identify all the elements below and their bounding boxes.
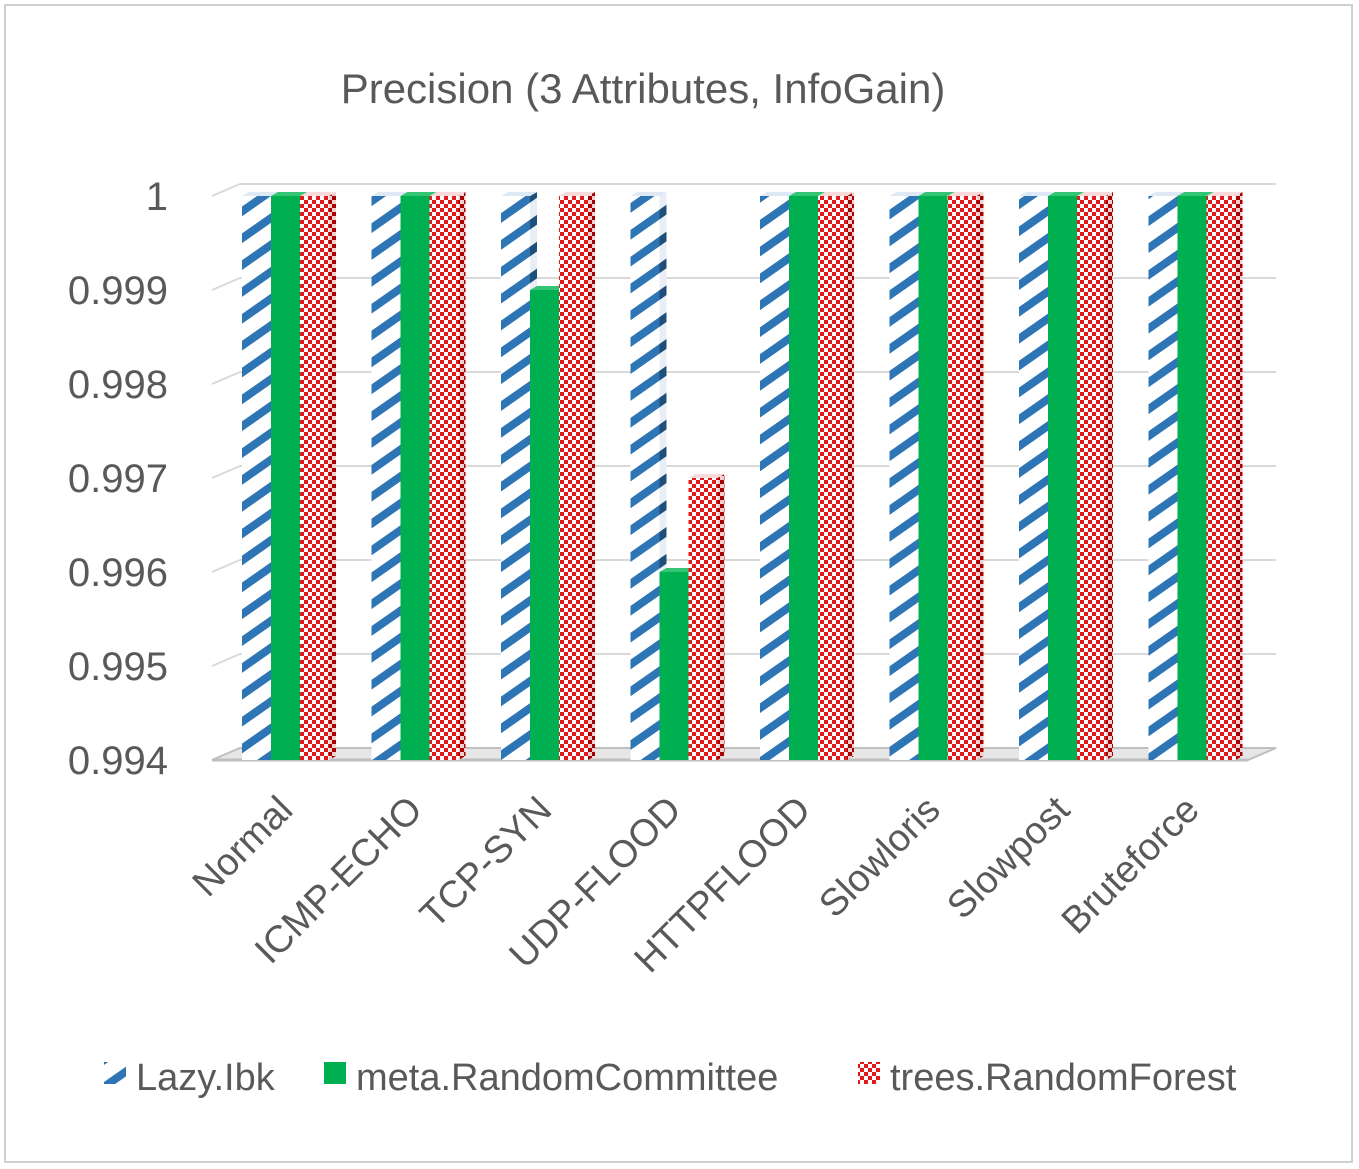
- bar-top: [889, 192, 926, 196]
- bar-top: [630, 192, 667, 196]
- legend-swatch: [104, 1062, 126, 1084]
- bar-side: [1106, 192, 1113, 760]
- bar-front: [918, 196, 948, 760]
- bar-top: [559, 192, 595, 196]
- bar-top: [1019, 192, 1055, 196]
- bar-front: [688, 478, 718, 760]
- legend-item: Lazy.Ibk: [104, 1057, 276, 1099]
- bar-front: [630, 196, 660, 760]
- chart-title: Precision (3 Attributes, InfoGain): [341, 65, 946, 112]
- bar-front: [1177, 196, 1207, 760]
- bar-front: [760, 196, 789, 760]
- bar: [630, 192, 667, 760]
- gridline-depth: [211, 559, 241, 573]
- y-tick-label: 0.997: [68, 457, 168, 501]
- bar-top: [429, 192, 466, 196]
- bar-top: [818, 192, 854, 196]
- bar-top: [1077, 192, 1113, 196]
- bar-top: [530, 286, 566, 290]
- bar-front: [789, 196, 818, 760]
- bar: [559, 192, 595, 760]
- bar-side: [588, 192, 595, 760]
- bar-front: [947, 196, 977, 760]
- bar-front: [371, 196, 401, 760]
- x-tick-label: Slowpost: [939, 788, 1078, 927]
- bar-top: [242, 192, 278, 196]
- bar-top: [760, 192, 796, 196]
- bar-top: [1206, 192, 1243, 196]
- bar-front: [1206, 196, 1236, 760]
- bar-front: [530, 290, 559, 760]
- bar-front: [1077, 196, 1106, 760]
- bar-top: [501, 192, 537, 196]
- x-tick-label: Slowloris: [811, 789, 948, 926]
- bar-front: [300, 196, 329, 760]
- bars: [242, 192, 1243, 760]
- bar-side: [1235, 192, 1243, 760]
- bar-front: [1048, 196, 1077, 760]
- y-axis: 0.994 0.995 0.996 0.997 0.998 0.999 1: [68, 175, 168, 783]
- bar-top: [1148, 192, 1185, 196]
- legend-item: trees.RandomForest: [858, 1057, 1237, 1099]
- bar: [688, 474, 725, 760]
- bar-top: [271, 192, 307, 196]
- bar: [818, 192, 854, 760]
- bar-front: [1019, 196, 1048, 760]
- bar-front: [559, 196, 588, 760]
- bar-side: [717, 474, 725, 760]
- bar-top: [918, 192, 955, 196]
- legend-label: meta.RandomCommittee: [356, 1057, 778, 1099]
- bar-top: [1048, 192, 1084, 196]
- y-tick-label: 0.999: [68, 269, 168, 313]
- y-tick-label: 0.996: [68, 551, 168, 595]
- y-tick-label: 0.994: [68, 739, 168, 783]
- legend: Lazy.Ibk meta.RandomCommittee trees.Random…: [104, 1057, 1237, 1099]
- bar-top: [789, 192, 825, 196]
- gridline-depth: [211, 465, 241, 479]
- y-tick-label: 0.995: [68, 645, 168, 689]
- bar: [947, 192, 984, 760]
- bar-front: [242, 196, 271, 760]
- bar: [429, 192, 466, 760]
- bar-side: [847, 192, 854, 760]
- legend-item: meta.RandomCommittee: [324, 1057, 778, 1099]
- gridline-depth: [211, 277, 241, 291]
- x-axis: NormalICMP-ECHOTCP-SYNUDP-FLOODHTTPFLOOD…: [185, 788, 1208, 981]
- bar-front: [659, 572, 689, 760]
- gridline-depth: [211, 653, 241, 667]
- y-tick-label: 0.998: [68, 363, 168, 407]
- bar-top: [688, 474, 725, 478]
- bar-top: [371, 192, 408, 196]
- legend-swatch: [324, 1062, 346, 1084]
- gridline-depth: [211, 371, 241, 385]
- bar: [1077, 192, 1113, 760]
- y-tick-label: 1: [146, 175, 168, 219]
- bar-front: [501, 196, 530, 760]
- bar-front: [429, 196, 459, 760]
- bar-front: [889, 196, 919, 760]
- bar-side: [458, 192, 466, 760]
- bar-top: [1177, 192, 1214, 196]
- legend-label: Lazy.Ibk: [136, 1057, 276, 1099]
- gridline-depth: [211, 183, 241, 197]
- bar-top: [400, 192, 437, 196]
- bar-top: [659, 568, 696, 572]
- bar-front: [818, 196, 847, 760]
- bar: [1206, 192, 1243, 760]
- bar-side: [976, 192, 984, 760]
- bar-front: [1148, 196, 1178, 760]
- x-tick-label: Bruteforce: [1054, 789, 1208, 943]
- bar-top: [947, 192, 984, 196]
- bar-front: [271, 196, 300, 760]
- bar-front: [400, 196, 430, 760]
- x-tick-label: Normal: [185, 789, 301, 905]
- bar-side: [329, 192, 336, 760]
- legend-label: trees.RandomForest: [890, 1057, 1237, 1099]
- bar-top: [300, 192, 336, 196]
- legend-swatch: [858, 1062, 880, 1084]
- bar: [300, 192, 336, 760]
